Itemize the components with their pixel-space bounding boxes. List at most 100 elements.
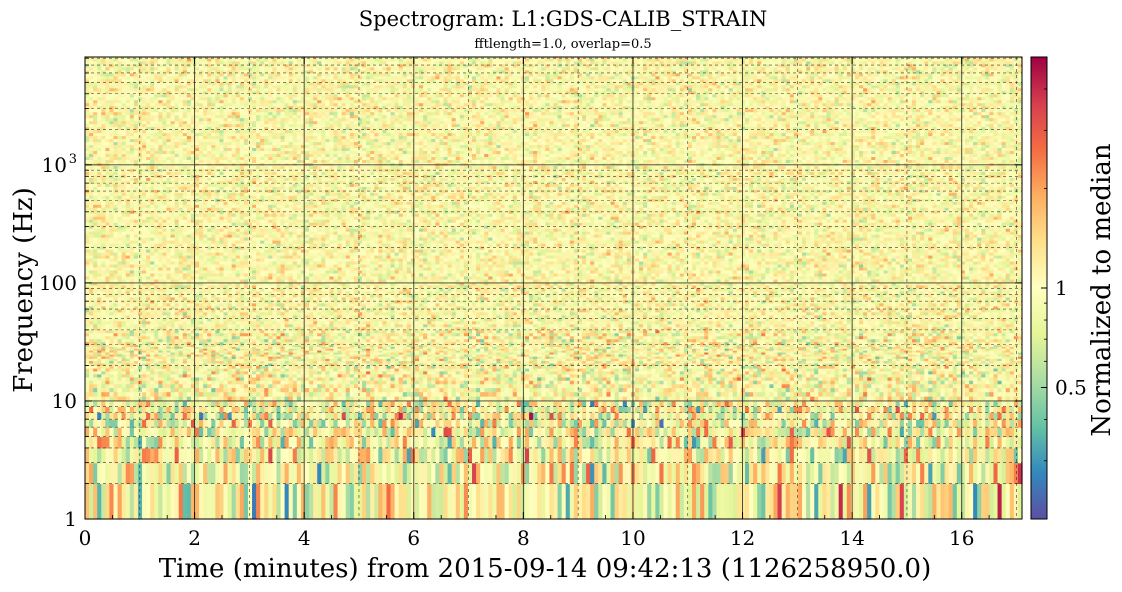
spectrogram-cell [89, 406, 94, 413]
spectrogram-cell [122, 392, 127, 397]
spectrogram-cell [126, 436, 131, 448]
spectrogram-cell [101, 384, 106, 388]
spectrogram-cell [118, 483, 123, 519]
spectrogram-cell [118, 412, 123, 419]
spectrogram-cell [93, 406, 98, 413]
spectrogram-cell [97, 448, 102, 463]
spectrogram-cell [109, 401, 114, 407]
spectrogram-cell [89, 463, 94, 484]
spectrogram-cell [122, 448, 127, 463]
spectrogram-cell [122, 419, 127, 428]
spectrogram-cell [101, 436, 106, 448]
spectrogram-cell [93, 427, 98, 437]
spectrogram-cell [114, 436, 119, 448]
spectrogram-cell [97, 380, 102, 384]
spectrogram-cell [101, 387, 106, 392]
spectrogram-cell [109, 406, 114, 413]
spectrogram-cell [122, 380, 127, 384]
chart-title: Spectrogram: L1:GDS-CALIB_STRAIN [359, 7, 768, 31]
spectrogram-cell [97, 419, 102, 428]
spectrogram-cell [114, 384, 119, 388]
spectrogram-cell [126, 401, 131, 407]
spectrogram-cell [101, 392, 106, 397]
spectrogram-cell [122, 387, 127, 392]
spectrogram-cell [130, 412, 135, 419]
spectrogram-cell [122, 436, 127, 448]
spectrogram-cell [97, 483, 102, 519]
spectrogram-cell [97, 427, 102, 437]
spectrogram-cell [126, 463, 131, 484]
spectrogram-cell [118, 427, 123, 437]
spectrogram-cell [89, 392, 94, 397]
spectrogram-cell [93, 392, 98, 397]
spectrogram-cell [105, 427, 110, 437]
spectrogram-cell [109, 412, 114, 419]
spectrogram-cell [114, 448, 119, 463]
spectrogram-cell [93, 483, 98, 519]
spectrogram-cell [114, 427, 119, 437]
spectrogram-cell [101, 463, 106, 484]
spectrogram-cell [85, 380, 90, 384]
spectrogram-cell [85, 412, 90, 419]
spectrogram-cell [130, 380, 135, 384]
spectrogram-cell [126, 419, 131, 428]
spectrogram-cell [85, 483, 90, 519]
spectrogram-cell [122, 412, 127, 419]
spectrogram-cell [122, 483, 127, 519]
spectrogram-cell [126, 380, 131, 384]
spectrogram-cell [130, 436, 135, 448]
spectrogram-cell [130, 427, 135, 437]
spectrogram-cell [89, 412, 94, 419]
spectrogram-cell [114, 483, 119, 519]
spectrogram-cell [97, 387, 102, 392]
spectrogram-cell [89, 384, 94, 388]
spectrogram-cell [105, 436, 110, 448]
chart-subtitle: fftlength=1.0, overlap=0.5 [474, 37, 651, 52]
spectrogram-cell [97, 406, 102, 413]
spectrogram-cell [85, 436, 90, 448]
spectrogram-cell [93, 419, 98, 428]
spectrogram-cell [114, 392, 119, 397]
spectrogram-cell [126, 448, 131, 463]
spectrogram-cell [101, 412, 106, 419]
spectrogram-cell [105, 387, 110, 392]
spectrogram-cell [130, 448, 135, 463]
spectrogram-cell [109, 384, 114, 388]
spectrogram-cell [97, 401, 102, 407]
spectrogram-cell [93, 380, 98, 384]
spectrogram-cell [114, 419, 119, 428]
spectrogram-cell [118, 419, 123, 428]
spectrogram-cell [89, 419, 94, 428]
spectrogram-cell [122, 427, 127, 437]
spectrogram-cell [93, 436, 98, 448]
spectrogram-cell [118, 384, 123, 388]
spectrogram-cell [93, 448, 98, 463]
spectrogram-cell [126, 427, 131, 437]
spectrogram-cell [114, 463, 119, 484]
spectrogram-cell [118, 448, 123, 463]
spectrogram-cell [97, 412, 102, 419]
spectrogram-cell [118, 463, 123, 484]
spectrogram-cell [109, 419, 114, 428]
spectrogram-cell [114, 380, 119, 384]
spectrogram-cell [118, 387, 123, 392]
spectrogram-cell [101, 483, 106, 519]
spectrogram-cell [105, 463, 110, 484]
spectrogram-cell [101, 448, 106, 463]
spectrogram-cell [89, 401, 94, 407]
spectrogram-cell [89, 387, 94, 392]
spectrogram-cell [109, 436, 114, 448]
spectrogram-cell [101, 419, 106, 428]
spectrogram-cell [130, 384, 135, 388]
spectrogram-cell [85, 427, 90, 437]
spectrogram-cell [109, 483, 114, 519]
spectrogram-cell [105, 448, 110, 463]
spectrogram-cell [109, 427, 114, 437]
spectrogram-cell [105, 384, 110, 388]
spectrogram-cell [118, 406, 123, 413]
spectrogram-cell [122, 463, 127, 484]
spectrogram-cell [89, 427, 94, 437]
spectrogram-cell [118, 401, 123, 407]
spectrogram-cell [126, 406, 131, 413]
